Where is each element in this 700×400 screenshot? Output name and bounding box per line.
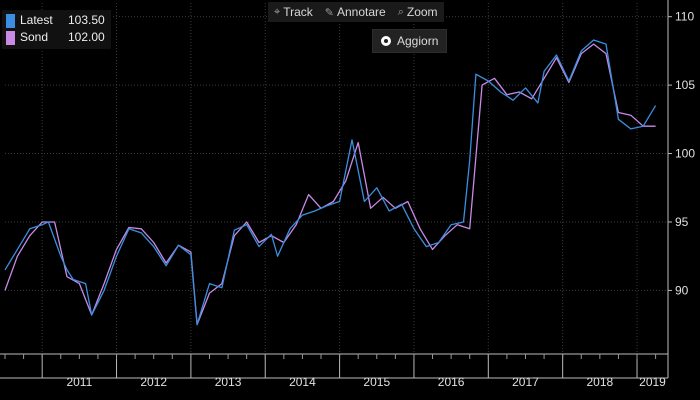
crosshair-icon: ⌖	[274, 5, 281, 18]
x-tick-label: 2012	[140, 375, 167, 389]
series-line-latest	[4, 39, 657, 326]
legend-name: Sond	[20, 30, 49, 44]
y-tick-label: 95	[675, 215, 689, 229]
refresh-label: Aggiorn	[397, 34, 439, 48]
legend-swatch-latest	[6, 13, 15, 28]
zoom-label: Zoom	[406, 5, 438, 19]
x-tick-label: 2014	[289, 375, 316, 389]
series-line-sond	[4, 43, 656, 326]
legend-item-latest[interactable]: Latest 103.50	[6, 12, 105, 29]
series-lines	[4, 39, 657, 326]
annotate-button[interactable]: ✎ Annotare	[319, 2, 392, 22]
x-tick-label: 2011	[66, 375, 92, 389]
y-tick-label: 105	[675, 78, 695, 92]
legend-value: 103.50	[68, 13, 105, 27]
refresh-button[interactable]: Aggiorn	[372, 29, 448, 53]
x-tick-label: 2015	[363, 375, 390, 389]
grid-lines	[5, 3, 668, 352]
x-tick-label: 2017	[512, 375, 539, 389]
legend-item-sond[interactable]: Sond 102.00	[6, 29, 105, 46]
magnifier-icon: ⌕	[397, 5, 404, 18]
chart-toolbar: ⌖ Track ✎ Annotare ⌕ Zoom	[268, 2, 444, 22]
y-tick-label: 100	[675, 147, 695, 161]
chart-legend: Latest 103.50 Sond 102.00	[2, 10, 111, 49]
legend-swatch-sond	[6, 30, 15, 45]
refresh-icon	[381, 36, 391, 46]
track-label: Track	[283, 5, 313, 19]
zoom-button[interactable]: ⌕ Zoom	[392, 2, 444, 22]
pencil-icon: ✎	[324, 6, 334, 19]
legend-name: Latest	[20, 13, 53, 27]
annotate-label: Annotare	[336, 5, 386, 19]
x-tick-label: 2013	[215, 375, 242, 389]
x-tick-label: 2016	[438, 375, 465, 389]
legend-value: 102.00	[68, 30, 105, 44]
y-axis: 90 95 100 105 110	[667, 0, 695, 378]
y-tick-label: 110	[675, 10, 694, 24]
x-axis: 2011 2012 2013 2014 2015 2016 2017 2018 2019	[0, 353, 668, 389]
x-tick-label: 2018	[586, 375, 613, 389]
y-tick-label: 90	[675, 283, 689, 297]
x-tick-label: 2019	[639, 375, 666, 389]
track-button[interactable]: ⌖ Track	[268, 2, 319, 22]
